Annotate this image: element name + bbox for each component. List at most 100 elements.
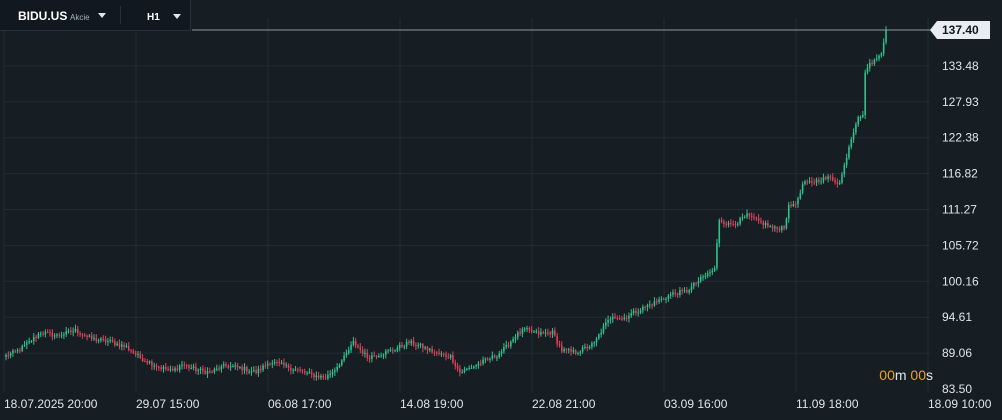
candle — [533, 330, 535, 334]
candle — [213, 367, 216, 375]
candle — [614, 313, 616, 320]
timeframe-dropdown-chevron-icon[interactable] — [173, 14, 181, 19]
candle — [878, 54, 880, 62]
symbol-label[interactable]: BIDU.US — [18, 9, 68, 23]
candle — [354, 337, 357, 349]
candle — [5, 353, 7, 361]
candle — [813, 178, 816, 185]
candle — [655, 298, 658, 305]
candle — [792, 200, 795, 208]
candle — [324, 373, 327, 380]
candle — [843, 162, 846, 178]
candle — [774, 224, 776, 232]
candle — [463, 366, 466, 374]
candle — [611, 313, 614, 323]
candle — [456, 362, 459, 372]
candle — [635, 307, 637, 316]
candle — [676, 292, 679, 299]
candle — [206, 367, 209, 379]
candle — [65, 326, 68, 337]
candle — [584, 343, 586, 350]
candle — [512, 336, 514, 343]
candle — [477, 361, 480, 369]
candle — [301, 368, 304, 374]
candle — [642, 304, 644, 314]
candle — [750, 212, 753, 221]
candle — [114, 338, 116, 347]
candle — [646, 303, 649, 312]
candlestick-series — [5, 26, 887, 381]
candle — [380, 352, 382, 358]
candle — [593, 341, 596, 348]
candle — [35, 334, 37, 343]
candle — [558, 340, 561, 348]
candle — [46, 329, 49, 334]
candle — [547, 328, 549, 336]
candle — [343, 351, 345, 363]
candle — [37, 332, 40, 340]
candle — [595, 336, 598, 347]
candle — [14, 349, 17, 354]
candle — [178, 364, 181, 373]
candle — [653, 297, 656, 307]
candle — [12, 348, 14, 357]
candle — [299, 366, 301, 373]
candle — [820, 177, 822, 185]
candle — [489, 357, 491, 363]
candle — [841, 171, 843, 185]
time-axis[interactable]: 18.07.2025 20:00 29.07 15:00 06.08 17:00 14… — [4, 397, 992, 411]
candle — [336, 363, 338, 373]
candle — [748, 212, 751, 220]
candle — [526, 325, 528, 332]
candle — [600, 328, 602, 338]
candle — [352, 336, 355, 347]
timeframe-label[interactable]: H1 — [147, 12, 160, 23]
last-price-marker: 137.40 — [192, 21, 990, 39]
candle — [120, 340, 123, 351]
candle — [410, 338, 413, 347]
candle — [445, 351, 447, 361]
candle — [220, 364, 223, 373]
candle — [648, 300, 651, 309]
price-axis[interactable]: 133.48 127.93 122.38 116.82 111.27 105.72 100.… — [942, 59, 979, 396]
candle — [862, 110, 864, 119]
candle — [669, 291, 672, 299]
candle — [602, 323, 605, 335]
candle — [637, 308, 640, 317]
y-tick-label: 127.93 — [942, 95, 979, 109]
candle — [236, 362, 239, 371]
candle — [28, 337, 30, 345]
candle — [7, 351, 10, 359]
candle — [706, 270, 709, 279]
candle — [273, 358, 276, 366]
candle — [155, 363, 158, 371]
candle — [169, 365, 172, 373]
candle — [505, 340, 508, 350]
candle — [604, 318, 607, 330]
candle — [565, 348, 568, 354]
candle — [306, 371, 308, 376]
candle — [248, 368, 250, 375]
candle — [123, 342, 125, 351]
candle — [579, 350, 582, 356]
candle — [496, 355, 498, 362]
candle — [725, 221, 728, 228]
candle — [88, 334, 91, 338]
candle — [864, 69, 866, 119]
candle — [470, 364, 473, 369]
candle — [83, 333, 86, 338]
candle — [850, 136, 853, 150]
candle — [507, 341, 510, 349]
candle — [723, 219, 725, 228]
candle — [699, 274, 702, 284]
candle — [433, 349, 436, 357]
candle — [621, 315, 623, 322]
candle — [239, 366, 241, 370]
candle — [252, 366, 255, 373]
candle — [111, 336, 114, 343]
candle — [366, 348, 369, 362]
candle — [308, 368, 311, 374]
symbol-dropdown-chevron-icon[interactable] — [98, 13, 106, 18]
candle — [472, 365, 475, 370]
